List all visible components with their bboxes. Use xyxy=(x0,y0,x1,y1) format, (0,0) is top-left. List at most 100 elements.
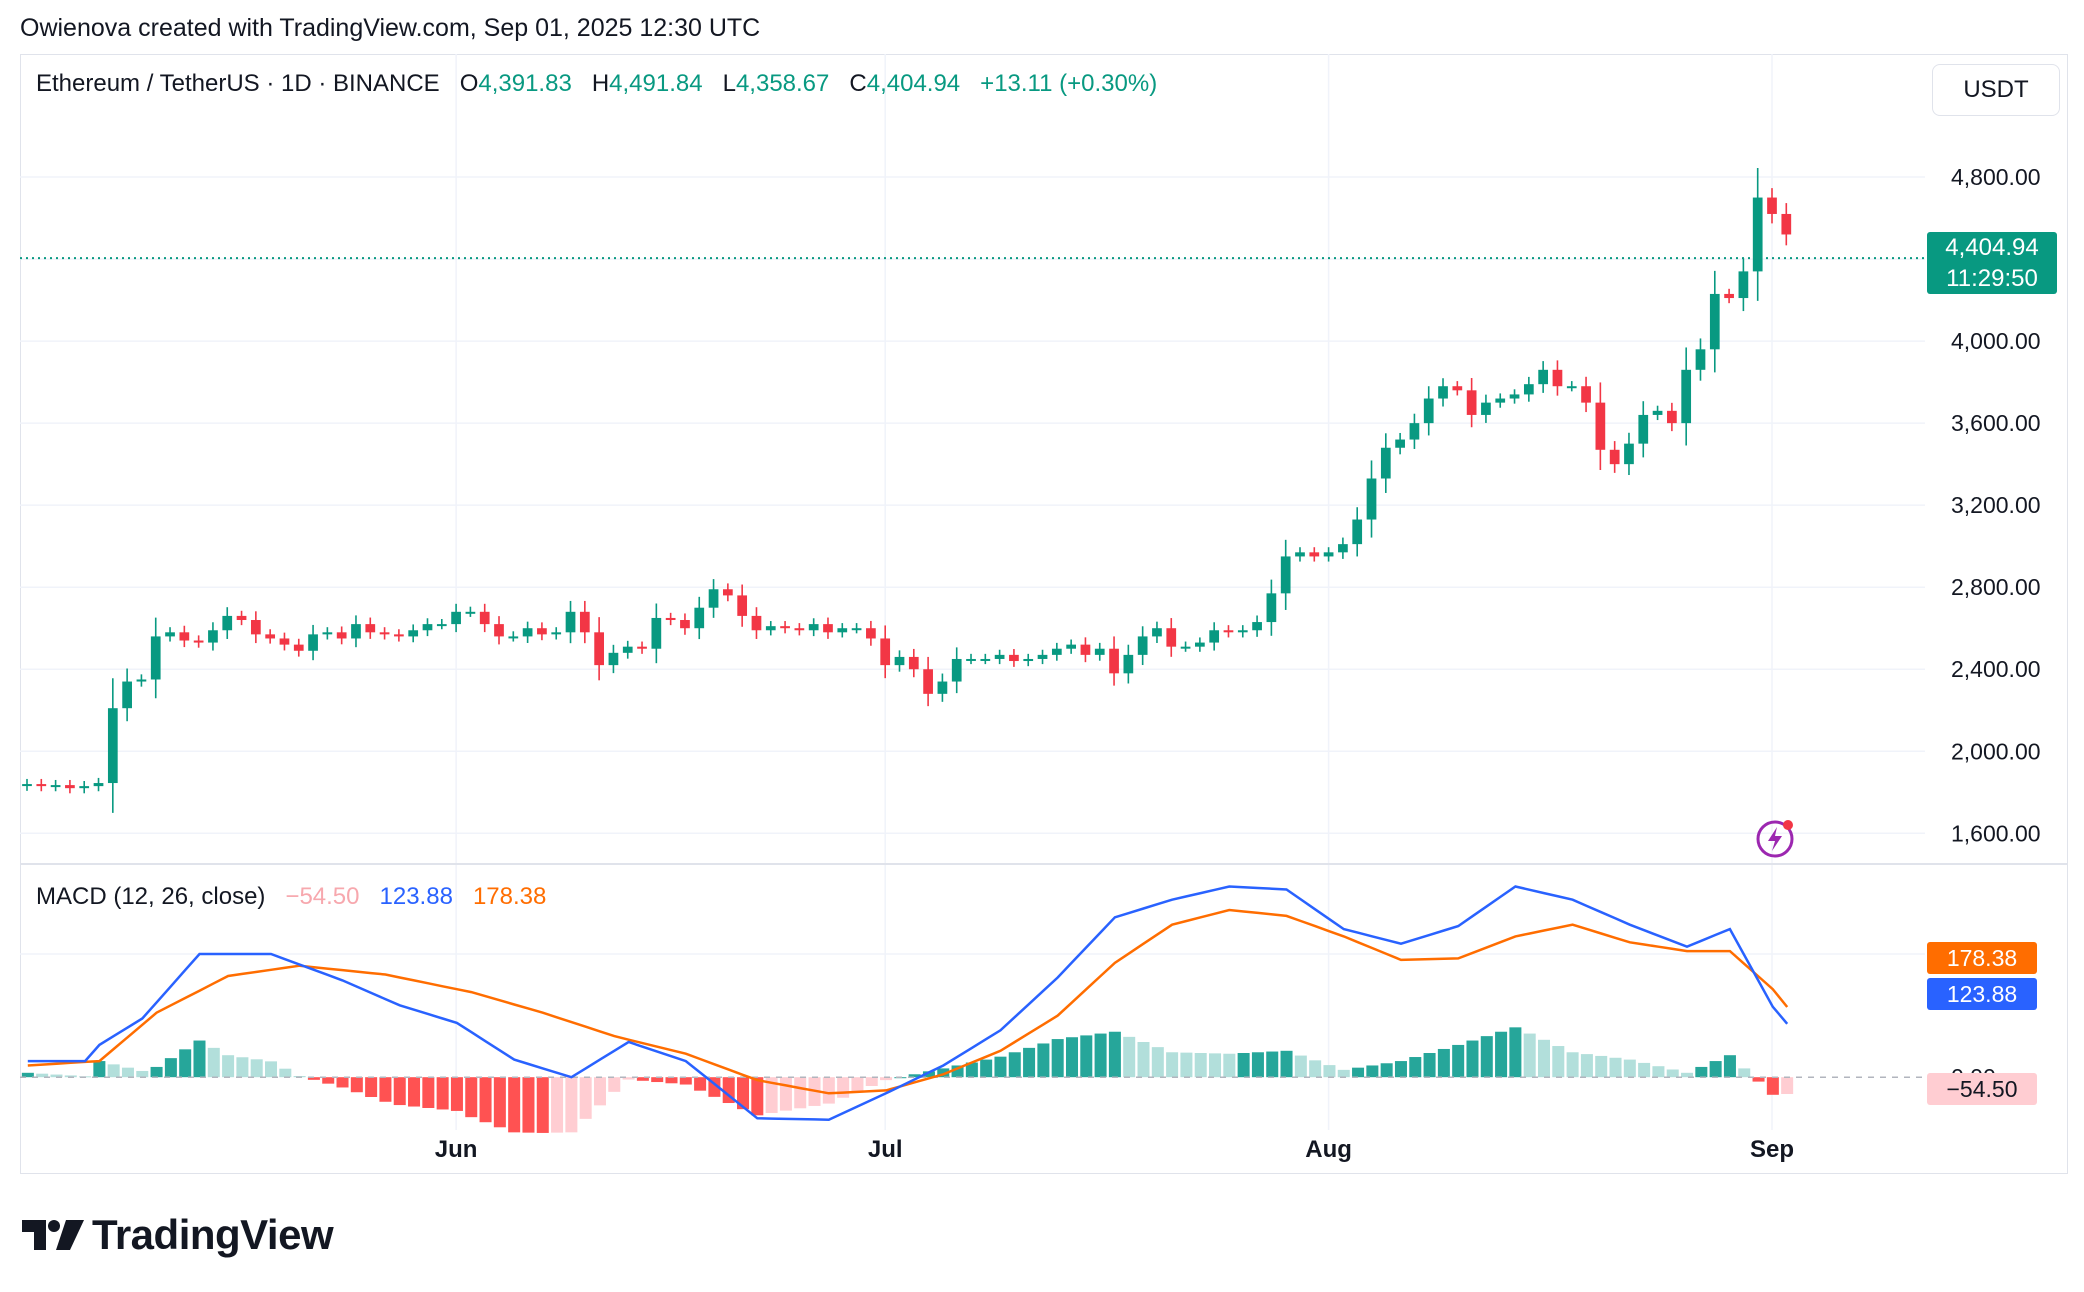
macd-hist-bar xyxy=(1080,1035,1093,1078)
candle-body xyxy=(894,656,905,666)
macd-hist-bar xyxy=(1709,1061,1722,1078)
candle-body xyxy=(808,624,819,631)
macd-hist-bar xyxy=(665,1077,678,1084)
symbol-legend: Ethereum / TetherUS · 1D · BINANCE O4,39… xyxy=(36,70,1157,98)
macd-hist-bar xyxy=(694,1077,707,1091)
candle-body xyxy=(1724,293,1734,299)
candle-body xyxy=(1624,443,1634,465)
candle-body xyxy=(93,783,104,787)
candle-body xyxy=(651,617,662,649)
currency-button[interactable]: USDT xyxy=(1932,64,2060,116)
macd-hist-bar xyxy=(794,1077,807,1109)
macd-hist-bar xyxy=(536,1077,549,1133)
candle-body xyxy=(1380,447,1391,479)
candle-body xyxy=(1352,519,1363,545)
macd-hist-bar xyxy=(236,1057,249,1078)
macd-hist-bar xyxy=(851,1077,864,1092)
candle-body xyxy=(1109,648,1119,674)
grid xyxy=(20,54,1925,1130)
macd-hist-bar xyxy=(264,1061,278,1078)
macd-hist-bar xyxy=(222,1055,235,1078)
macd-hist-bar xyxy=(322,1077,335,1084)
candle-body xyxy=(722,589,733,596)
macd-hist-bar xyxy=(837,1077,850,1098)
candle-body xyxy=(665,617,676,621)
time-tick-label: Aug xyxy=(1305,1136,1352,1163)
macd-hist-bar xyxy=(1366,1065,1379,1078)
macd-hist-bar xyxy=(1280,1050,1293,1078)
macd-hist-bar xyxy=(1094,1033,1107,1078)
candle-body xyxy=(708,589,719,608)
candle-body xyxy=(1695,349,1706,370)
candle-body xyxy=(394,634,404,637)
macd-hist-bar xyxy=(179,1049,192,1078)
candle-body xyxy=(1709,293,1720,350)
candle-body xyxy=(1338,544,1348,553)
macd-hist-bar xyxy=(307,1077,320,1080)
candle-body xyxy=(1051,648,1062,655)
candle-body xyxy=(1266,593,1277,623)
candle-body xyxy=(737,595,748,616)
macd-hist-bar xyxy=(751,1077,764,1116)
candle-body xyxy=(79,786,90,789)
macd-hist-bar xyxy=(21,1072,34,1078)
candle-body xyxy=(1280,556,1291,594)
macd-hist-bar xyxy=(1738,1068,1751,1078)
macd-hist-bar xyxy=(951,1065,964,1078)
macd-hist-bar xyxy=(565,1077,578,1133)
macd-hist-bar xyxy=(422,1077,435,1108)
candle-body xyxy=(1080,644,1091,655)
high-value: 4,491.84 xyxy=(609,70,703,97)
macd-hist-bar xyxy=(622,1077,635,1080)
candle-body xyxy=(1452,386,1463,391)
candle-body xyxy=(1466,390,1477,415)
macd-hist-bar xyxy=(980,1059,993,1078)
macd-hist-bar xyxy=(1595,1055,1608,1078)
candle-body xyxy=(36,784,47,787)
macd-hist-bar xyxy=(64,1075,77,1078)
change-value: +13.11 (+0.30%) xyxy=(980,70,1158,97)
candle-body xyxy=(594,632,604,666)
macd-hist-bar xyxy=(36,1073,49,1078)
macd-hist-bar xyxy=(1123,1036,1136,1078)
macd-hist-bar xyxy=(779,1077,792,1111)
macd-hist-bar xyxy=(150,1066,163,1078)
macd-hist-bar xyxy=(1566,1052,1579,1078)
macd-hist-value: −54.50 xyxy=(285,883,360,910)
macd-hist-bar xyxy=(1552,1046,1565,1078)
macd-hist-bar xyxy=(1523,1033,1536,1078)
macd-hist-bar xyxy=(1409,1057,1422,1078)
open-value: 4,391.83 xyxy=(478,70,572,97)
macd-hist-bar xyxy=(1781,1077,1794,1094)
macd-hist-bar xyxy=(1752,1077,1765,1082)
candle-body xyxy=(1295,552,1305,557)
candle-body xyxy=(122,681,132,709)
macd-hist-bar xyxy=(365,1077,378,1097)
candle-body xyxy=(1037,654,1048,659)
candle-body xyxy=(923,669,933,694)
macd-hist-bar xyxy=(408,1077,421,1107)
macd-hist-bar xyxy=(1180,1052,1193,1078)
macd-hist-bar xyxy=(207,1047,220,1078)
macd-hist-bar xyxy=(1337,1069,1350,1078)
last-price-value: 4,404.94 xyxy=(1945,234,2039,261)
price-axis: 1,600.00 2,000.00 2,400.00 2,800.00 3,200.00… xyxy=(1951,164,2041,846)
candle-body xyxy=(1166,628,1177,647)
macd-hist-bar xyxy=(1008,1052,1021,1078)
candle-body xyxy=(1481,402,1491,415)
macd-hist-bar xyxy=(1151,1047,1164,1078)
candle-body xyxy=(150,636,161,680)
macd-hist-bar xyxy=(1323,1065,1336,1078)
time-tick-label: Jul xyxy=(868,1136,903,1163)
macd-hist-bar xyxy=(279,1068,292,1078)
macd-hist-bar xyxy=(379,1077,392,1102)
candle-body xyxy=(22,784,32,787)
candle-body xyxy=(1581,386,1591,403)
candle-body xyxy=(1538,369,1549,385)
macd-hist-bar xyxy=(164,1058,177,1078)
candle-body xyxy=(966,658,976,661)
lightning-icon[interactable] xyxy=(1755,818,1795,858)
candle-body xyxy=(250,620,261,635)
candle-body xyxy=(293,644,304,651)
